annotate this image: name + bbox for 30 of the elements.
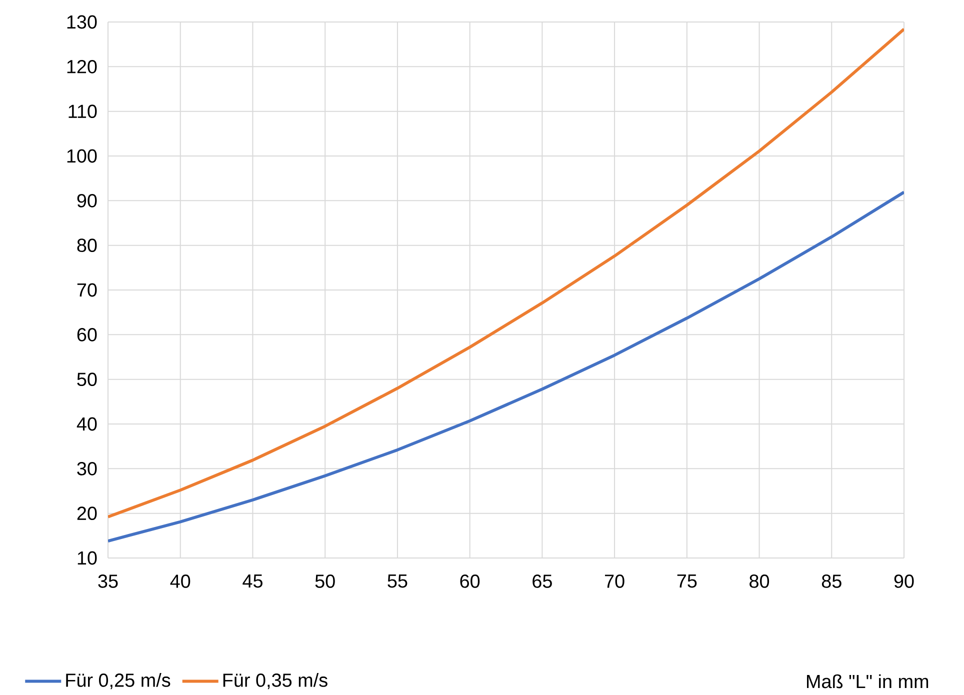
y-tick-label: 90 [77, 194, 97, 208]
x-tick-label: 80 [750, 574, 770, 588]
y-tick-label: 70 [77, 284, 97, 297]
y-tick-label: 20 [77, 506, 97, 520]
x-tick-label: 40 [170, 574, 190, 588]
y-tick-label: 100 [67, 150, 97, 163]
x-tick-label: 85 [822, 574, 842, 588]
y-tick-label: 130 [67, 16, 97, 29]
y-tick-label: 10 [78, 552, 97, 565]
y-tick-label: 110 [68, 104, 97, 118]
y-tick-label: 40 [76, 418, 97, 431]
y-tick-label: 80 [77, 238, 97, 252]
y-tick-label: 120 [67, 60, 97, 74]
y-tick-label: 30 [77, 462, 97, 476]
legend-label: Für 0,25 m/s [66, 673, 170, 690]
y-tick-label: 50 [77, 372, 97, 386]
x-tick-label: 75 [677, 574, 697, 588]
x-tick-label: 70 [604, 574, 624, 588]
x-tick-label: 35 [98, 574, 118, 588]
x-axis-title: Maß "L" in mm [807, 674, 928, 688]
x-tick-label: 60 [460, 574, 480, 588]
x-tick-label: 50 [315, 574, 335, 588]
x-tick-label: 65 [532, 574, 552, 588]
y-tick-label: 60 [77, 328, 97, 342]
x-tick-label: 55 [388, 574, 408, 588]
x-tick-label: 45 [242, 574, 262, 588]
line-series [108, 28, 904, 519]
line-series [108, 190, 904, 543]
legend-label: Für 0,35 m/s [223, 673, 328, 690]
x-tick-label: 90 [894, 574, 914, 588]
